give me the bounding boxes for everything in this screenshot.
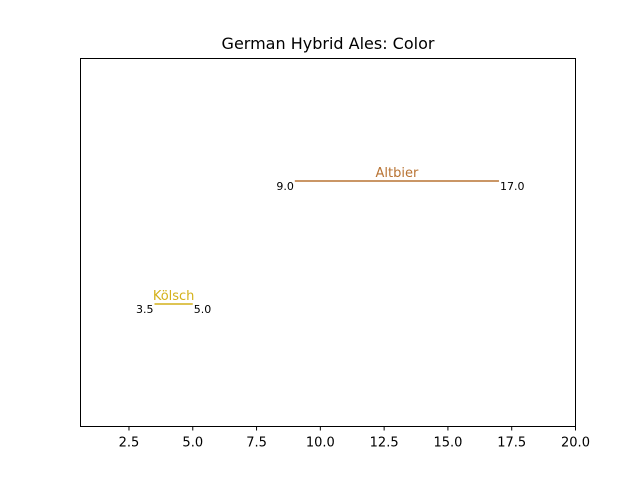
x-tick-label: 5.0 [182, 436, 203, 451]
range-high-label: 17.0 [500, 180, 525, 193]
range-0: Altbier 9.0 17.0 [276, 166, 524, 193]
range-label: Altbier [375, 166, 418, 181]
x-tick-label: 15.0 [433, 436, 462, 451]
range-low-label: 9.0 [276, 180, 294, 193]
x-tick-label: 2.5 [119, 436, 140, 451]
x-tick-label: 17.5 [497, 436, 526, 451]
x-tick-label: 12.5 [370, 436, 399, 451]
range-label: Kölsch [153, 289, 195, 304]
range-high-label: 5.0 [194, 303, 212, 316]
range-low-label: 3.5 [136, 303, 154, 316]
x-tick-label: 10.0 [306, 436, 335, 451]
x-tick-label: 7.5 [246, 436, 267, 451]
chart-title: German Hybrid Ales: Color [222, 34, 435, 53]
plot-area [80, 58, 576, 427]
x-axis: 2.5 5.0 7.5 10.0 12.5 15.0 17.5 20.0 [119, 426, 590, 451]
x-tick-label: 20.0 [561, 436, 590, 451]
